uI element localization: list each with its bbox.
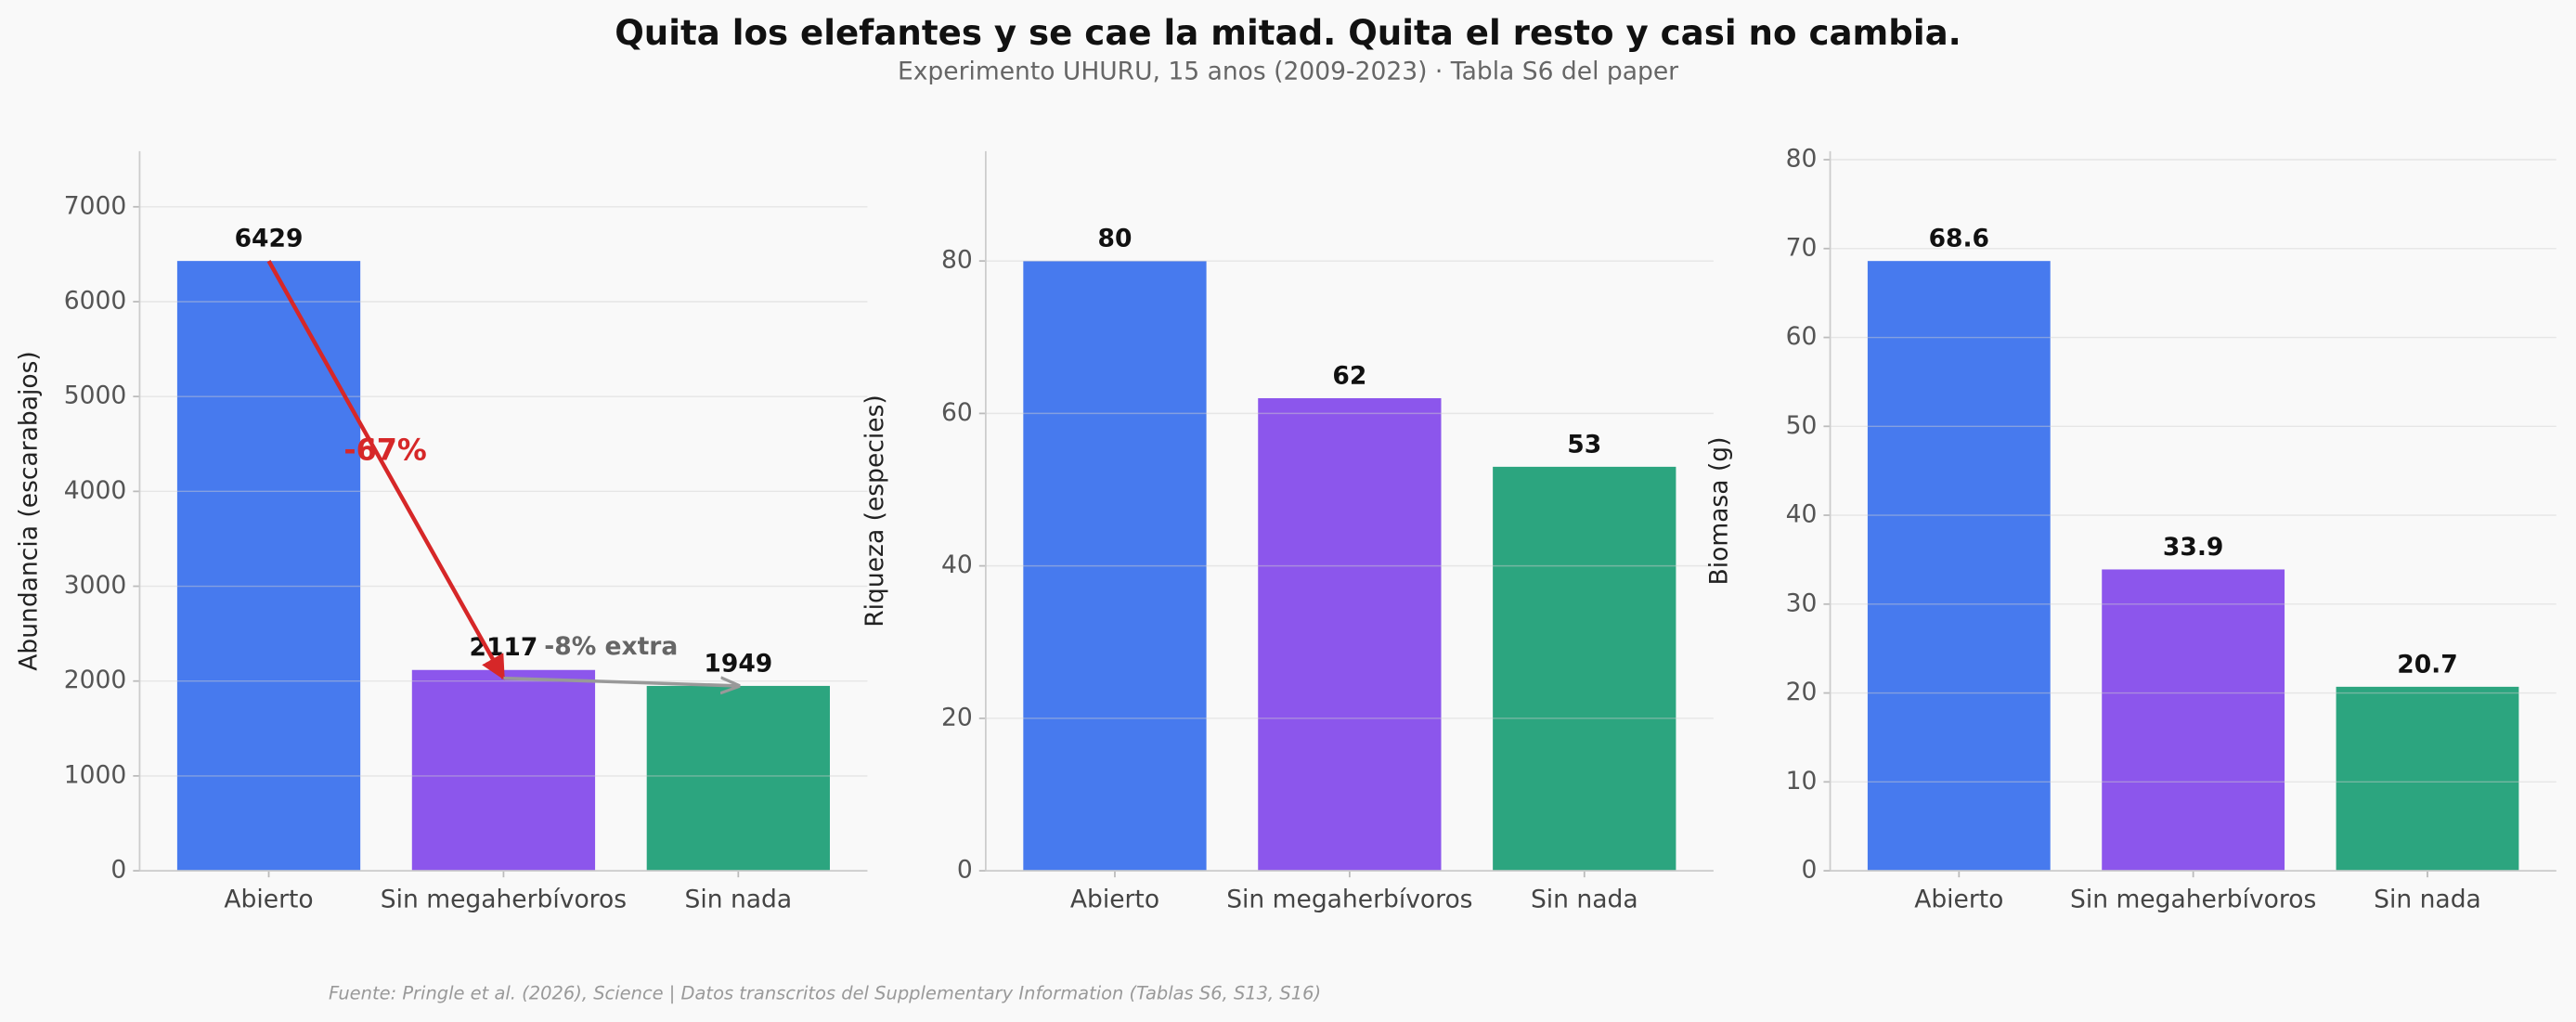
x-tick-label: Sin megaherbívoros	[1226, 885, 1472, 913]
y-tick-label: 6000	[64, 286, 127, 315]
x-tick-label: Sin megaherbívoros	[381, 885, 627, 913]
title: Quita los elefantes y se cae la mitad. Q…	[615, 13, 1961, 53]
bar	[2102, 569, 2285, 872]
y-tick-label: 60	[1786, 322, 1818, 351]
y-tick-label: 40	[1786, 500, 1818, 529]
arrow	[266, 260, 506, 680]
value-label: 33.9	[2163, 533, 2223, 562]
bar	[176, 261, 361, 872]
y-tick-label: 20	[941, 703, 973, 731]
y-tick-label: 60	[941, 398, 973, 427]
bar	[1867, 261, 2051, 872]
y-tick-label: 0	[1801, 856, 1817, 885]
y-axis-label: Abundancia (escarabajos)	[14, 351, 43, 671]
y-tick-label: 7000	[64, 191, 127, 220]
value-label: 20.7	[2397, 650, 2457, 679]
x-tick-label: Sin megaherbívoros	[2070, 885, 2316, 913]
y-tick-label: 80	[941, 246, 973, 275]
x-tick-label: Abierto	[1914, 885, 2003, 913]
value-label: 53	[1567, 430, 1601, 459]
bar	[1258, 397, 1442, 872]
value-label: 1949	[704, 649, 772, 678]
bar	[2336, 686, 2519, 872]
y-tick-label: 70	[1786, 233, 1818, 262]
y-tick-label: 30	[1786, 589, 1818, 617]
annotation: -8% extra	[544, 632, 678, 661]
bar	[1023, 261, 1207, 872]
y-tick-label: 20	[1786, 678, 1818, 706]
value-label: 6429	[235, 225, 304, 253]
x-tick-label: Sin nada	[1531, 885, 1638, 913]
arrow	[503, 679, 738, 686]
y-tick-label: 10	[1786, 767, 1818, 796]
y-tick-label: 3000	[64, 571, 127, 600]
y-tick-label: 1000	[64, 760, 127, 789]
annotation: -67%	[343, 432, 426, 467]
value-label: 80	[1097, 225, 1132, 253]
bar	[411, 669, 596, 872]
x-tick-label: Abierto	[224, 885, 313, 913]
y-tick-label: 0	[110, 856, 126, 885]
x-tick-label: Sin nada	[685, 885, 793, 913]
value-label: 68.6	[1929, 225, 1989, 253]
y-tick-label: 2000	[64, 666, 127, 694]
y-tick-label: 40	[941, 550, 973, 579]
y-tick-label: 0	[957, 856, 973, 885]
value-label: 62	[1332, 361, 1366, 390]
y-axis-label: Riqueza (especies)	[861, 395, 889, 627]
y-tick-label: 4000	[64, 476, 127, 505]
source: Fuente: Pringle et al. (2026), Science |…	[329, 982, 1321, 1003]
bar	[1493, 466, 1676, 872]
x-tick-label: Abierto	[1070, 885, 1159, 913]
y-tick-label: 80	[1786, 145, 1818, 174]
y-tick-label: 5000	[64, 382, 127, 410]
subtitle: Experimento UHURU, 15 anos (2009-2023) ·…	[898, 57, 1678, 85]
bar	[646, 685, 830, 872]
x-tick-label: Sin nada	[2374, 885, 2481, 913]
y-axis-label: Biomasa (g)	[1704, 437, 1733, 586]
y-tick-label: 50	[1786, 411, 1818, 440]
